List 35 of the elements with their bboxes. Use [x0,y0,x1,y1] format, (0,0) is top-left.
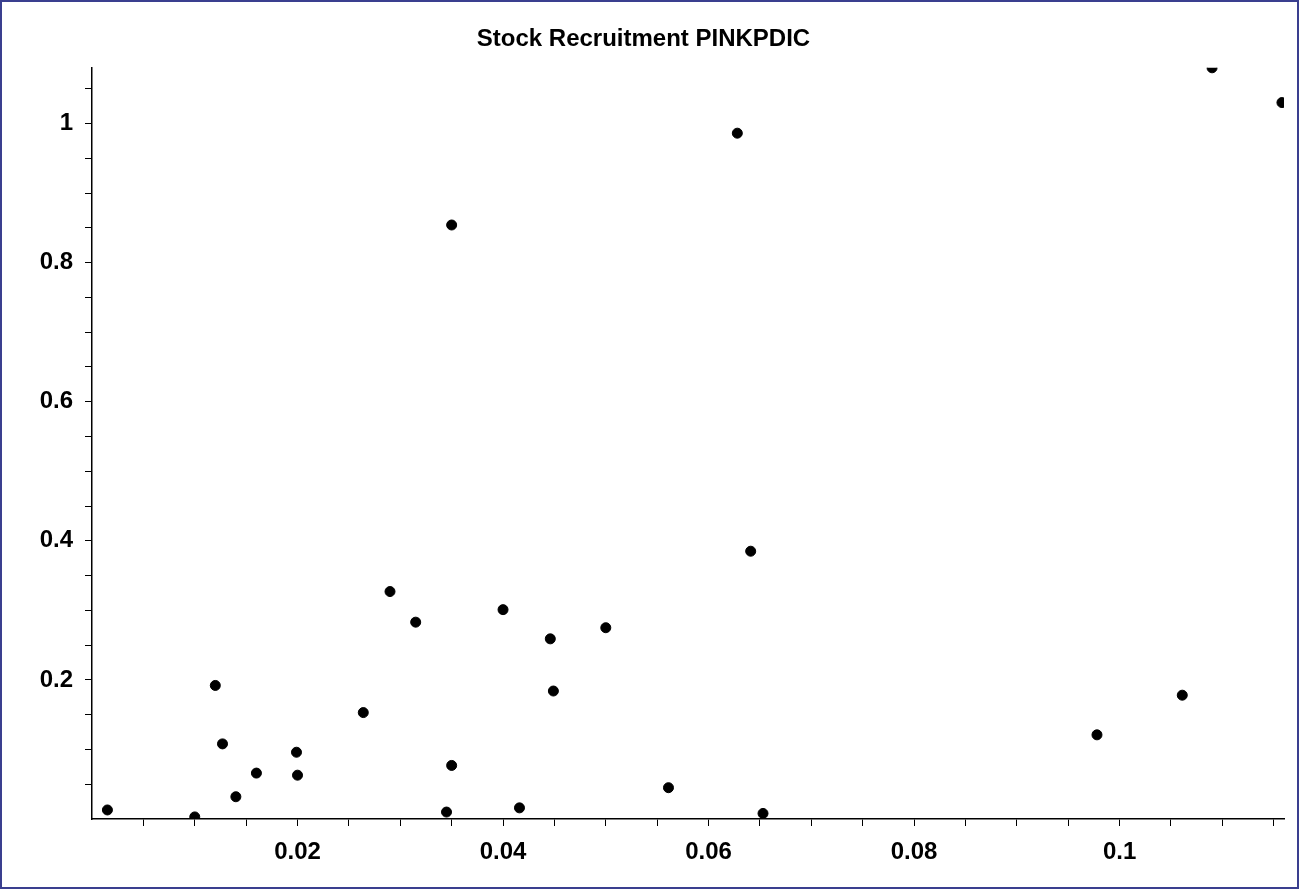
point [544,633,556,645]
point [513,802,525,814]
chart-title: Stock Recruitment PINKPDIC [476,24,811,52]
point [209,679,221,691]
point [446,219,458,231]
x-tick-label: 0.1 [1102,837,1137,865]
point [292,769,304,781]
x-tick-label: 0.08 [890,837,938,865]
point [745,545,757,557]
point [250,767,262,779]
x-tick-label: 0.04 [479,837,528,865]
point [757,807,769,819]
point [441,806,453,818]
point [384,586,396,598]
point [547,685,559,697]
point [101,804,113,816]
point [731,127,743,139]
point [600,622,612,634]
point [446,759,458,771]
point [217,738,228,750]
point [290,746,302,758]
y-tick-label: 0.4 [39,525,74,553]
y-tick-label: 1 [59,108,73,136]
point [497,604,509,616]
point [1091,729,1103,741]
y-tick-label: 0.8 [39,247,73,275]
y-tick-label: 0.2 [39,664,73,692]
x-tick-label: 0.06 [685,837,732,865]
point [662,782,674,794]
y-tick-label: 0.6 [39,386,73,414]
point [357,707,369,719]
point [1176,689,1188,701]
point [410,616,422,628]
point [230,791,242,803]
x-tick-label: 0.02 [274,837,321,865]
